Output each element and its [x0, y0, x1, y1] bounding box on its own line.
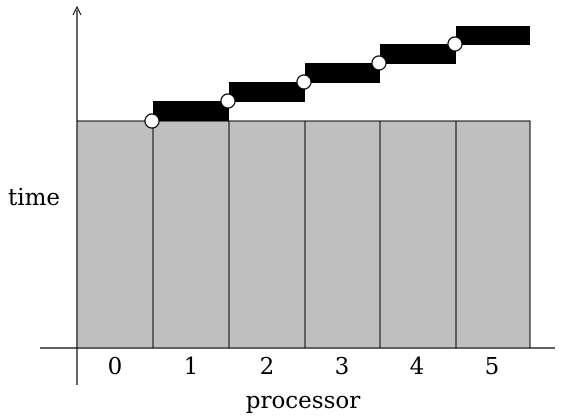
compute-block-0: [76, 120, 154, 349]
processor-labels: 0 1 2 3 4 5: [108, 354, 500, 380]
marker-2: [220, 93, 236, 109]
comm-bar-1: [153, 101, 229, 121]
processor-label-4: 4: [410, 354, 425, 380]
marker-1: [144, 113, 160, 129]
marker-5: [447, 36, 463, 52]
y-axis-label: time: [8, 185, 60, 211]
comm-bar-2: [229, 82, 305, 102]
processor-label-2: 2: [260, 354, 275, 380]
processor-label-1: 1: [184, 354, 199, 380]
markers: [144, 36, 463, 129]
compute-block-5: [455, 120, 531, 349]
comm-bar-5: [456, 26, 530, 45]
compute-block-3: [304, 120, 381, 349]
marker-3: [296, 74, 312, 90]
processor-label-0: 0: [108, 354, 123, 380]
compute-block-2: [228, 120, 306, 349]
processor-label-3: 3: [335, 354, 350, 380]
compute-blocks: [76, 120, 531, 349]
comm-bar-4: [380, 44, 456, 64]
marker-4: [371, 55, 387, 71]
y-axis-arrowhead: [72, 5, 82, 16]
compute-block-4: [379, 120, 457, 349]
compute-block-1: [152, 120, 230, 349]
comm-bar-3: [305, 63, 380, 83]
comm-bars: [153, 26, 530, 121]
processor-label-5: 5: [485, 354, 500, 380]
x-axis-label: processor: [246, 388, 361, 414]
